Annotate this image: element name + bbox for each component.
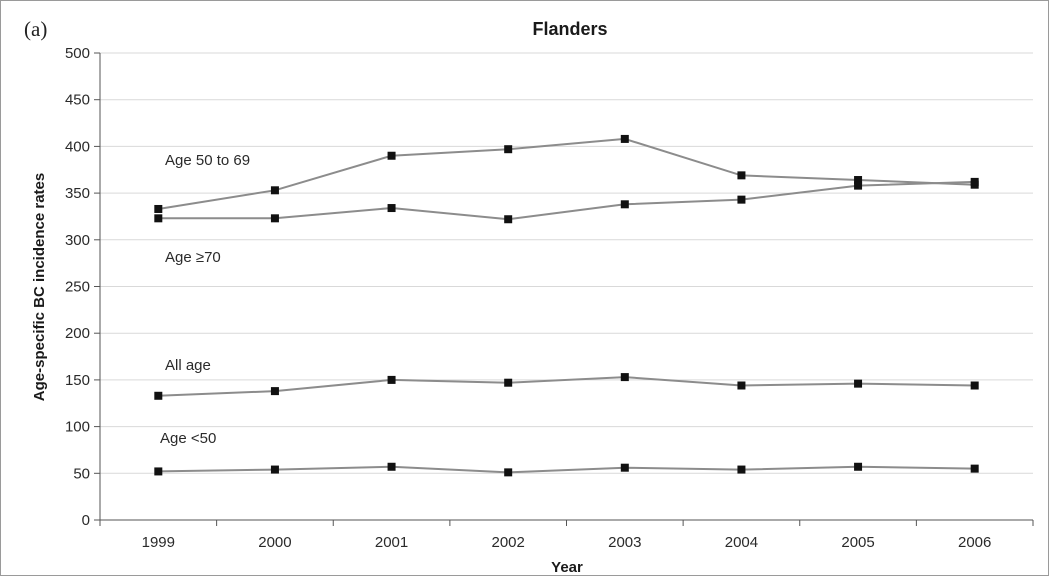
x-tick-label: 2004: [725, 534, 758, 551]
data-point-s1-2002: [504, 215, 513, 224]
x-tick-label: 2001: [375, 534, 408, 551]
data-point-s0-2001: [387, 151, 396, 160]
data-point-s1-2001: [387, 204, 396, 213]
data-point-s0-1999: [154, 204, 163, 213]
data-point-s2-1999: [154, 391, 163, 400]
series-line-1: [158, 180, 975, 221]
data-point-s3-2002: [504, 468, 513, 477]
y-tick-label: 250: [65, 279, 90, 296]
y-tick-label: 350: [65, 185, 90, 202]
series-label-age-50-to-69: Age 50 to 69: [165, 152, 250, 169]
x-tick-labels: 1999 2000 2001 2002 2003 2004 2005 2006: [142, 534, 992, 551]
data-point-s3-2004: [737, 465, 746, 474]
data-point-s2-2003: [620, 373, 629, 382]
series-line-2: [158, 376, 975, 397]
y-tick-label: 150: [65, 372, 90, 389]
data-point-s1-2004: [737, 195, 746, 204]
data-point-s1-2006: [970, 177, 979, 186]
data-point-s2-2002: [504, 378, 513, 387]
chart-title: Flanders: [532, 19, 607, 39]
panel-label: (a): [24, 17, 47, 41]
data-point-s3-2005: [854, 462, 863, 471]
data-point-s2-2004: [737, 381, 746, 390]
data-point-s3-1999: [154, 467, 163, 476]
data-point-s0-2000: [270, 186, 279, 195]
data-point-s2-2000: [270, 387, 279, 396]
data-point-s0-2002: [504, 145, 513, 154]
y-tick-label: 0: [82, 512, 90, 529]
series-line-3: [158, 465, 975, 474]
y-tick-label: 200: [65, 325, 90, 342]
x-tick-label: 2002: [492, 534, 525, 551]
series-lines: [158, 137, 975, 474]
series-line-0: [158, 137, 975, 210]
data-point-s0-2004: [737, 171, 746, 180]
x-tick-label: 2000: [258, 534, 291, 551]
data-point-s3-2000: [270, 465, 279, 474]
data-point-s2-2005: [854, 379, 863, 388]
y-tick-label: 100: [65, 419, 90, 436]
y-tick-label: 450: [65, 92, 90, 109]
y-tick-labels: 0 50 100 150 200 250 300 350 400 450 500: [65, 45, 90, 529]
data-point-s1-2005: [854, 181, 863, 190]
data-point-s1-2003: [620, 200, 629, 209]
series-label-age-under-50: Age <50: [160, 430, 216, 447]
series-label-all-age: All age: [165, 357, 211, 374]
data-point-s2-2006: [970, 381, 979, 390]
y-tick-label: 400: [65, 138, 90, 155]
data-point-s3-2001: [387, 462, 396, 471]
y-tick-label: 50: [73, 465, 90, 482]
data-point-s3-2006: [970, 464, 979, 473]
x-tick-label: 2006: [958, 534, 991, 551]
y-tick-label: 500: [65, 45, 90, 62]
x-tick-label: 1999: [142, 534, 175, 551]
y-tick-label: 300: [65, 232, 90, 249]
data-point-s1-1999: [154, 214, 163, 223]
data-point-s2-2001: [387, 375, 396, 384]
series-label-age-70-plus: Age ≥70: [165, 249, 221, 266]
series-markers: [154, 134, 979, 477]
data-point-s1-2000: [270, 214, 279, 223]
x-axis-title: Year: [551, 559, 583, 576]
data-point-s3-2003: [620, 463, 629, 472]
y-axis-title: Age-specific BC incidence rates: [31, 173, 48, 401]
x-tick-label: 2003: [608, 534, 641, 551]
data-point-s0-2003: [620, 134, 629, 143]
axes: [94, 52, 1034, 526]
x-tick-label: 2005: [841, 534, 874, 551]
gridlines: [100, 52, 1033, 474]
data-point-s0-2005: [854, 176, 863, 185]
